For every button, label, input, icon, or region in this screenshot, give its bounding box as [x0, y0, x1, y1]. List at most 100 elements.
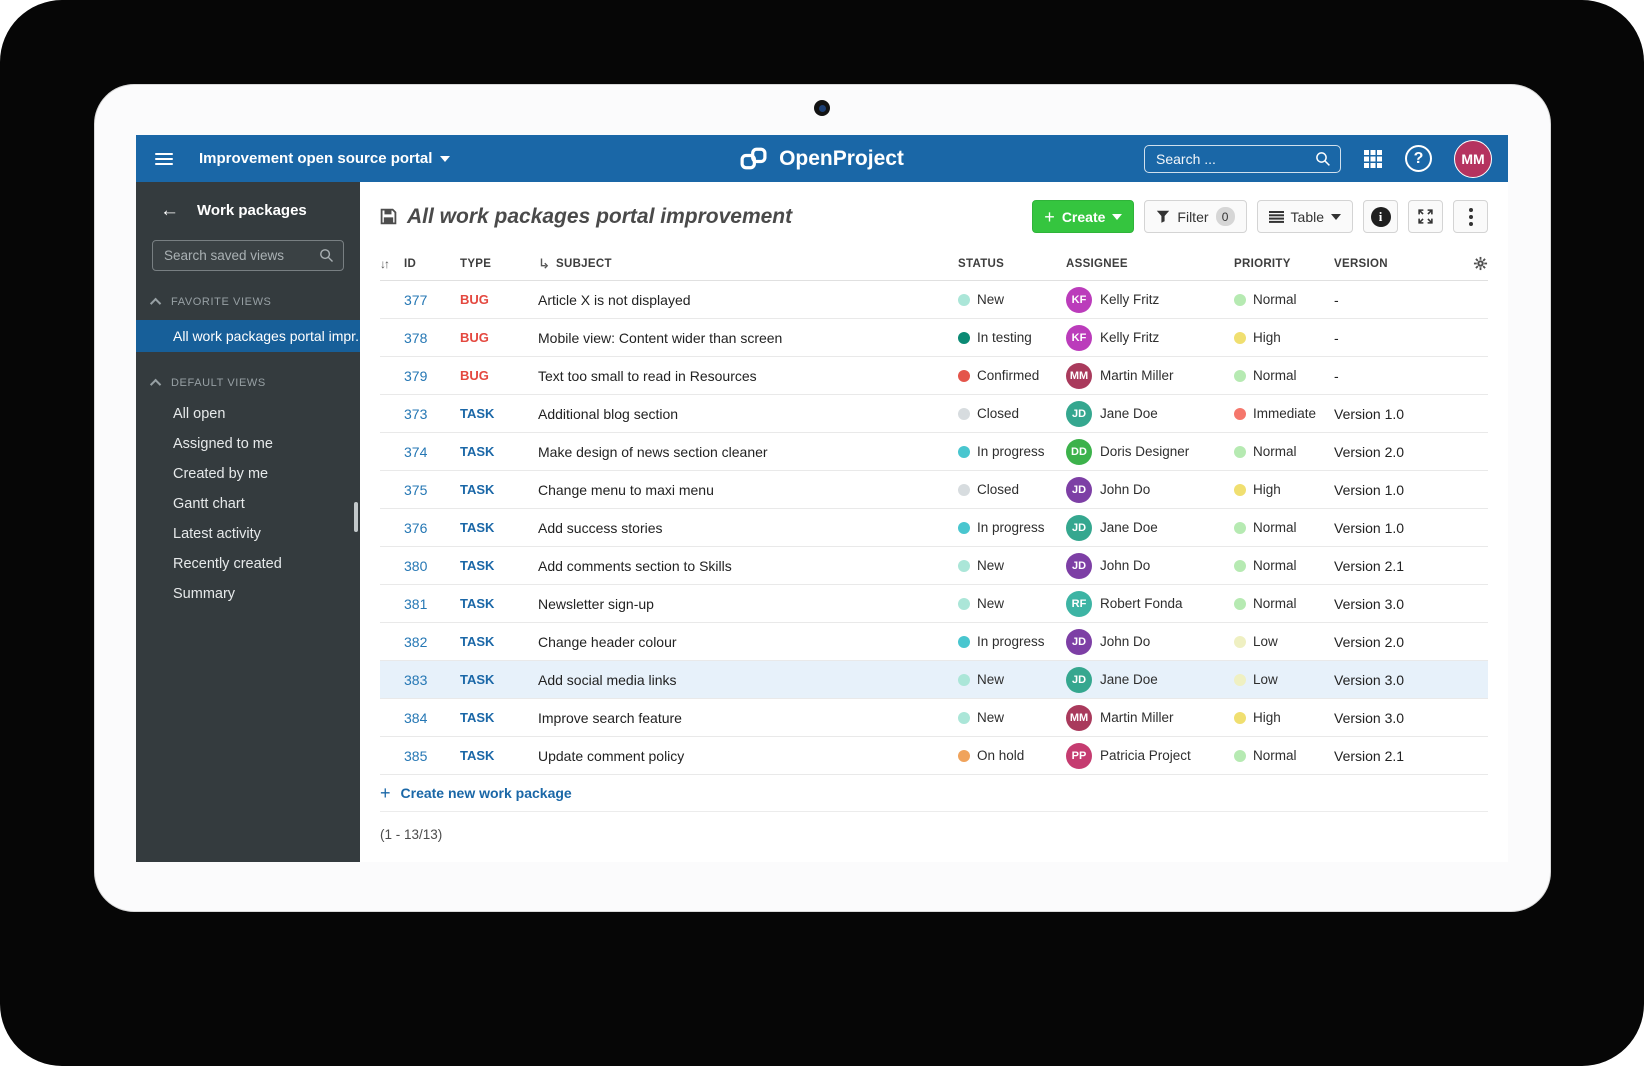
cell-type: BUG: [460, 368, 489, 383]
cell-version: Version 2.0: [1334, 633, 1405, 650]
tablet-camera: [814, 100, 830, 116]
column-header-id[interactable]: ID: [404, 257, 417, 270]
table-row[interactable]: 379 BUG Text too small to read in Resour…: [380, 357, 1488, 395]
status-label: New: [977, 558, 1005, 573]
status-label: In progress: [977, 634, 1045, 649]
table-row[interactable]: 384 TASK Improve search feature New MM M…: [380, 699, 1488, 737]
cell-version: Version 2.1: [1334, 747, 1405, 764]
cell-status: Closed: [958, 482, 1066, 497]
table-row[interactable]: 380 TASK Add comments section to Skills …: [380, 547, 1488, 585]
assignee-avatar: JD: [1066, 552, 1092, 579]
cell-assignee: KF Kelly Fritz: [1066, 286, 1234, 313]
table-row[interactable]: 374 TASK Make design of news section cle…: [380, 433, 1488, 471]
assignee-name: Jane Doe: [1100, 406, 1158, 421]
sidebar-item[interactable]: All open: [136, 399, 360, 429]
table-row[interactable]: 381 TASK Newsletter sign-up New RF Rober…: [380, 585, 1488, 623]
cell-assignee: JD Jane Doe: [1066, 514, 1234, 541]
column-header-priority[interactable]: PRIORITY: [1234, 257, 1291, 270]
cell-subject: Add social media links: [538, 671, 677, 688]
saved-views-search-input[interactable]: [162, 247, 302, 264]
saved-views-search[interactable]: [152, 240, 344, 271]
column-header-subject[interactable]: SUBJECT: [538, 258, 958, 270]
hierarchy-icon[interactable]: [538, 258, 550, 270]
default-views-section-header[interactable]: DEFAULT VIEWS: [149, 377, 360, 391]
query-title[interactable]: All work packages portal improvement: [407, 204, 793, 228]
cell-version: -: [1334, 367, 1339, 384]
table-row[interactable]: 382 TASK Change header colour In progres…: [380, 623, 1488, 661]
cell-type: TASK: [460, 748, 495, 763]
sidebar-item[interactable]: Recently created: [136, 549, 360, 579]
cell-status: New: [958, 672, 1066, 687]
table-row[interactable]: 385 TASK Update comment policy On hold P…: [380, 737, 1488, 775]
work-package-id-link[interactable]: 377: [404, 291, 428, 308]
table-body: 377 BUG Article X is not displayed New K…: [380, 281, 1488, 775]
status-label: In progress: [977, 520, 1045, 535]
status-dot: [958, 483, 970, 496]
create-button[interactable]: + Create: [1032, 200, 1135, 233]
search-icon[interactable]: [1315, 151, 1331, 167]
plus-icon: +: [380, 783, 391, 803]
cell-type: TASK: [460, 444, 495, 459]
cell-type: TASK: [460, 596, 495, 611]
sidebar-item[interactable]: Summary: [136, 579, 360, 609]
favorite-views-section-header[interactable]: FAVORITE VIEWS: [149, 296, 360, 310]
sidebar-item[interactable]: Created by me: [136, 459, 360, 489]
column-header-type[interactable]: TYPE: [460, 257, 492, 270]
cell-type: TASK: [460, 558, 495, 573]
column-header-version[interactable]: VERSION: [1334, 257, 1388, 270]
assignee-name: Jane Doe: [1100, 672, 1158, 687]
sidebar-item-label: Gantt chart: [173, 496, 245, 512]
work-package-id-link[interactable]: 375: [404, 481, 428, 498]
fullscreen-button[interactable]: [1408, 200, 1443, 233]
table-row[interactable]: 377 BUG Article X is not displayed New K…: [380, 281, 1488, 319]
work-package-id-link[interactable]: 381: [404, 595, 428, 612]
table-settings-gear-icon[interactable]: [1462, 256, 1488, 271]
sidebar-item-label: Summary: [173, 586, 236, 602]
work-package-id-link[interactable]: 378: [404, 329, 428, 346]
sidebar-item[interactable]: Gantt chart: [136, 489, 360, 519]
work-package-id-link[interactable]: 376: [404, 519, 428, 536]
column-header-assignee[interactable]: ASSIGNEE: [1066, 257, 1128, 270]
cell-version: Version 2.1: [1334, 557, 1405, 574]
cell-assignee: JD John Do: [1066, 552, 1234, 579]
sort-icon[interactable]: ↓↑: [380, 256, 390, 271]
priority-dot: [1234, 673, 1246, 686]
work-package-id-link[interactable]: 380: [404, 557, 428, 574]
work-package-id-link[interactable]: 373: [404, 405, 428, 422]
work-package-id-link[interactable]: 382: [404, 633, 428, 650]
sidebar-item[interactable]: Latest activity: [136, 519, 360, 549]
work-package-id-link[interactable]: 379: [404, 367, 428, 384]
apps-grid-icon[interactable]: [1363, 149, 1383, 169]
more-options-button[interactable]: [1453, 200, 1488, 233]
work-package-id-link[interactable]: 383: [404, 671, 428, 688]
work-package-id-link[interactable]: 384: [404, 709, 428, 726]
search-icon[interactable]: [319, 248, 334, 263]
table-row[interactable]: 375 TASK Change menu to maxi menu Closed…: [380, 471, 1488, 509]
table-row[interactable]: 373 TASK Additional blog section Closed …: [380, 395, 1488, 433]
info-button[interactable]: i: [1363, 200, 1398, 233]
help-icon[interactable]: ?: [1405, 145, 1432, 172]
user-avatar[interactable]: MM: [1454, 139, 1492, 178]
global-search-input[interactable]: [1154, 149, 1304, 168]
hamburger-menu-icon[interactable]: [155, 152, 173, 165]
assignee-name: Jane Doe: [1100, 520, 1158, 535]
create-new-work-package-link[interactable]: + Create new work package: [380, 775, 1488, 812]
sidebar-item[interactable]: Assigned to me: [136, 429, 360, 459]
sidebar-item-selected-view[interactable]: All work packages portal impr...: [136, 320, 360, 352]
table-row[interactable]: 376 TASK Add success stories In progress…: [380, 509, 1488, 547]
cell-version: -: [1334, 329, 1339, 346]
assignee-name: Doris Designer: [1100, 444, 1190, 459]
column-header-status[interactable]: STATUS: [958, 257, 1005, 270]
project-selector[interactable]: Improvement open source portal: [199, 150, 451, 167]
work-package-id-link[interactable]: 374: [404, 443, 428, 460]
table-row[interactable]: 383 TASK Add social media links New JD J…: [380, 661, 1488, 699]
global-search[interactable]: [1144, 144, 1341, 173]
assignee-avatar: JD: [1066, 666, 1092, 693]
table-row[interactable]: 378 BUG Mobile view: Content wider than …: [380, 319, 1488, 357]
sidebar-scrollbar[interactable]: [354, 502, 358, 532]
view-mode-button[interactable]: Table: [1256, 200, 1353, 233]
save-icon[interactable]: [380, 208, 397, 225]
work-package-id-link[interactable]: 385: [404, 747, 428, 764]
filter-button[interactable]: Filter 0: [1144, 200, 1247, 233]
back-arrow-icon[interactable]: ←: [160, 200, 179, 221]
